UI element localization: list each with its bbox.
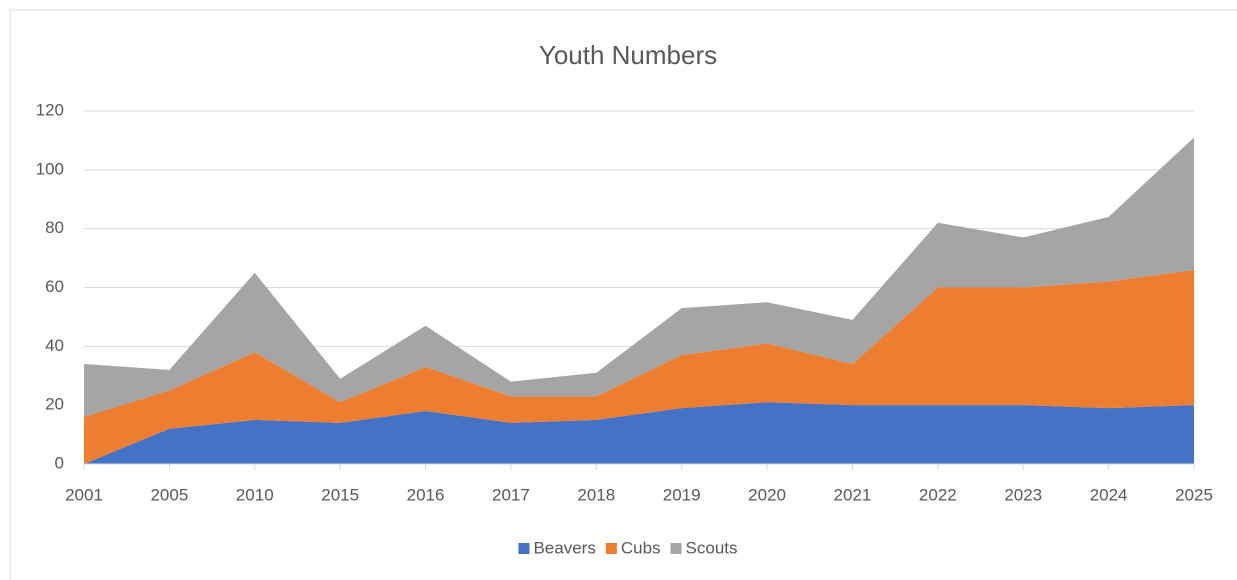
x-tick-label: 2005 <box>150 485 188 504</box>
x-tick-label: 2020 <box>748 485 786 504</box>
x-tick-label: 2023 <box>1004 485 1042 504</box>
legend-label: Scouts <box>686 538 738 557</box>
x-tick-label: 2025 <box>1175 485 1213 504</box>
x-tick-label: 2017 <box>492 485 530 504</box>
x-tick-label: 2016 <box>407 485 445 504</box>
x-tick-label: 2010 <box>236 485 274 504</box>
x-tick-label: 2019 <box>663 485 701 504</box>
y-tick-label: 60 <box>45 277 64 296</box>
y-tick-label: 40 <box>45 336 64 355</box>
x-tick-label: 2015 <box>321 485 359 504</box>
area <box>84 402 1194 464</box>
legend-swatch <box>670 543 682 554</box>
y-tick-label: 0 <box>55 453 64 472</box>
x-tick-label: 2024 <box>1090 485 1128 504</box>
y-tick-label: 80 <box>45 218 64 237</box>
legend-label: Beavers <box>533 538 595 557</box>
x-tick-label: 2022 <box>919 485 957 504</box>
legend-label: Cubs <box>621 538 661 557</box>
y-tick-label: 20 <box>45 395 64 414</box>
x-tick-label: 2021 <box>834 485 872 504</box>
legend-swatch <box>605 543 617 554</box>
x-tick-label: 2001 <box>65 485 103 504</box>
x-tick-label: 2018 <box>577 485 615 504</box>
y-tick-label: 120 <box>36 100 64 119</box>
area <box>84 137 1194 417</box>
legend-swatch <box>518 543 530 554</box>
y-tick-label: 100 <box>36 159 64 178</box>
chart-title: Youth Numbers <box>539 40 717 70</box>
area <box>84 269 1194 464</box>
